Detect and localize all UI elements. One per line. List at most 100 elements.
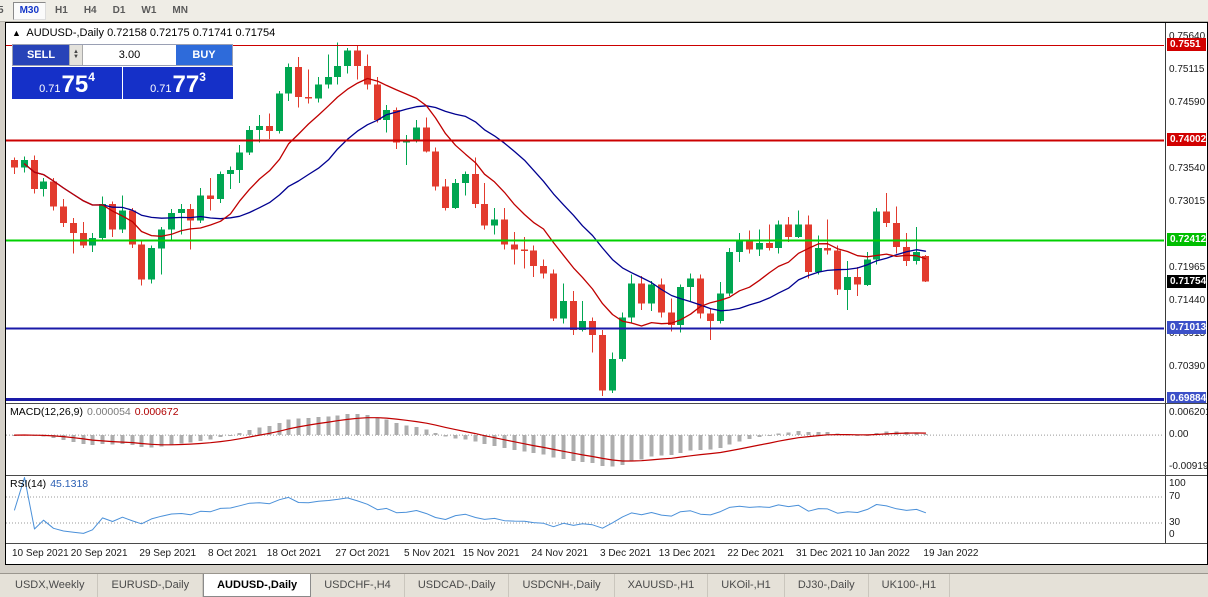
volume-spinner[interactable]: ▲ ▼: [69, 45, 83, 65]
tab-usdcad-daily[interactable]: USDCAD-,Daily: [405, 574, 510, 597]
tab-xauusd-h1[interactable]: XAUUSD-,H1: [615, 574, 709, 597]
sell-button[interactable]: SELL: [13, 45, 69, 65]
sell-price-big: 75: [61, 71, 89, 98]
time-label: 5 Nov 2021: [404, 548, 456, 559]
moving-averages: [23, 77, 927, 327]
price-scale-label: 0.71440: [1169, 295, 1206, 307]
hline-price-badge[interactable]: 0.72412: [1167, 233, 1206, 247]
macd-header: MACD(12,26,9) 0.000054 0.000672: [10, 406, 179, 418]
volume-input[interactable]: 3.00: [83, 45, 176, 65]
spinner-down-icon[interactable]: ▼: [73, 54, 79, 60]
tab-uk100-h1[interactable]: UK100-,H1: [869, 574, 951, 597]
rsi-value: 45.1318: [50, 478, 89, 490]
tab-audusd-daily[interactable]: AUDUSD-,Daily: [203, 574, 312, 597]
price-scale-label: 0.73540: [1169, 162, 1206, 174]
sell-price[interactable]: 0.71 75 4: [12, 67, 122, 99]
chart-title: AUDUSD-,Daily: [26, 27, 104, 39]
time-label: 31 Dec 2021: [796, 548, 853, 559]
buy-button[interactable]: BUY: [176, 45, 232, 65]
rsi-scale: 100 70 30 0: [1165, 476, 1207, 543]
chart-tabs: USDX,Weekly EURUSD-,Daily AUDUSD-,Daily USD…: [0, 573, 1208, 597]
time-label: 10 Sep 2021: [12, 548, 69, 559]
time-label: 13 Dec 2021: [658, 548, 716, 559]
chart-window: 0.75640 0.75115 0.74590 0.73540 0.73015 0.719…: [5, 22, 1208, 565]
hline-price-badge[interactable]: 0.71013: [1167, 321, 1206, 335]
time-axis[interactable]: 10 Sep 2021 20 Sep 2021 29 Sep 2021 8 Oct 2…: [6, 544, 1207, 564]
timeframe-button-w1[interactable]: W1: [141, 4, 157, 16]
one-click-prices: 0.71 75 4 0.71 77 3: [12, 67, 233, 99]
macd-value-signal: 0.000672: [134, 406, 179, 418]
price-scale[interactable]: 0.75640 0.75115 0.74590 0.73540 0.73015 0.719…: [1165, 23, 1207, 403]
timeframe-button-mn[interactable]: MN: [172, 4, 188, 16]
buy-price-big: 77: [172, 71, 200, 98]
rsi-header: RSI(14) 45.1318: [10, 478, 88, 490]
rsi-pane[interactable]: 100 70 30 0 RSI(14) 45.1318: [6, 476, 1207, 543]
timeframe-button-m30[interactable]: M30: [12, 1, 47, 20]
hline-price-badge[interactable]: 0.7551: [1167, 38, 1206, 52]
macd-pane[interactable]: 0.006201 0.00 -0.00919 MACD(12,26,9) 0.0000…: [6, 404, 1207, 475]
macd-scale-min: -0.00919: [1169, 461, 1207, 472]
rsi-scale-70: 70: [1169, 490, 1181, 502]
time-label: 15 Nov 2021: [462, 548, 520, 559]
timeframe-toolbar: 5M30 H1 H4 D1 W1 MN: [0, 0, 1208, 22]
price-scale-label: 0.75640: [1169, 30, 1206, 42]
rsi-scale-100: 100: [1169, 478, 1186, 489]
one-click-toggle-icon[interactable]: ▲: [12, 28, 21, 38]
macd-scale-max: 0.006201: [1169, 407, 1207, 418]
chart-header: ▲ AUDUSD-,Daily 0.72158 0.72175 0.71741 …: [12, 27, 275, 39]
time-label: 18 Oct 2021: [266, 548, 322, 559]
chart-ohlc: 0.72158 0.72175 0.71741 0.71754: [107, 27, 276, 39]
timeframe-button-5[interactable]: 5: [0, 2, 11, 20]
rsi-label: RSI(14): [10, 478, 47, 490]
sell-price-prefix: 0.71: [39, 83, 61, 95]
time-label: 3 Dec 2021: [600, 548, 652, 559]
one-click-panel: SELL ▲ ▼ 3.00 BUY 0.71 75 4 0.71 77 3: [12, 44, 233, 99]
time-label: 29 Sep 2021: [139, 548, 197, 559]
tab-dj30-daily[interactable]: DJ30-,Daily: [785, 574, 869, 597]
rsi-scale-0: 0: [1169, 529, 1175, 540]
macd-chart: [6, 414, 1164, 467]
candlestick-chart[interactable]: [6, 23, 1164, 403]
current-price-badge: 0.71754: [1167, 274, 1206, 288]
pane-separator[interactable]: [6, 403, 1207, 404]
tab-usdx-weekly[interactable]: USDX,Weekly: [2, 574, 99, 597]
buy-price[interactable]: 0.71 77 3: [123, 67, 233, 99]
pane-separator[interactable]: [6, 543, 1207, 544]
macd-scale-zero: 0.00: [1169, 429, 1189, 441]
time-label: 24 Nov 2021: [531, 548, 589, 559]
macd-histogram: [12, 414, 928, 467]
spinner-up-icon[interactable]: ▲: [73, 49, 79, 55]
rsi-line: [14, 477, 926, 534]
time-label: 22 Dec 2021: [727, 548, 785, 559]
buy-price-sup: 3: [199, 70, 206, 84]
horizontal-lines: [6, 45, 1164, 401]
macd-scale: 0.006201 0.00 -0.00919: [1165, 404, 1207, 475]
tab-usdcnh-daily[interactable]: USDCNH-,Daily: [509, 574, 615, 597]
time-label: 19 Jan 2022: [923, 548, 979, 559]
tab-eurusd-daily[interactable]: EURUSD-,Daily: [98, 574, 204, 597]
macd-value-main: 0.000054: [86, 406, 131, 418]
macd-signal-line: [13, 417, 927, 462]
hline-price-badge[interactable]: 0.69884: [1167, 392, 1206, 403]
rsi-scale-30: 30: [1169, 516, 1181, 528]
tab-ukoil-h1[interactable]: UKOil-,H1: [708, 574, 785, 597]
macd-label: MACD(12,26,9): [10, 406, 83, 418]
rsi-chart: [6, 477, 1164, 534]
tab-usdchf-h4[interactable]: USDCHF-,H4: [311, 574, 405, 597]
one-click-controls: SELL ▲ ▼ 3.00 BUY: [12, 44, 233, 66]
price-pane[interactable]: 0.75640 0.75115 0.74590 0.73540 0.73015 0.719…: [6, 23, 1207, 403]
price-scale-label: 0.74590: [1169, 96, 1206, 108]
price-scale-label: 0.75115: [1169, 63, 1205, 75]
time-label: 27 Oct 2021: [335, 548, 390, 559]
price-scale-label: 0.73015: [1169, 195, 1206, 207]
timeframe-button-h1[interactable]: H1: [55, 4, 68, 16]
timeframe-button-h4[interactable]: H4: [83, 4, 97, 16]
time-label: 20 Sep 2021: [70, 548, 128, 559]
price-scale-label: 0.71965: [1169, 262, 1206, 274]
time-label: 10 Jan 2022: [854, 548, 910, 559]
hline-price-badge[interactable]: 0.74002: [1167, 133, 1206, 147]
pane-separator[interactable]: [6, 475, 1207, 476]
sell-price-sup: 4: [88, 70, 95, 84]
timeframe-button-d1[interactable]: D1: [112, 4, 126, 16]
